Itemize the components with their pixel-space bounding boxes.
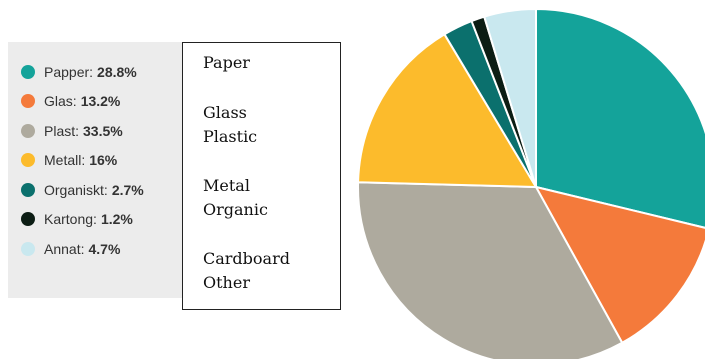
legend-label: Organiskt: — [44, 181, 108, 198]
translation-cardboard: Cardboard — [203, 249, 290, 268]
translation-paper: Paper — [203, 53, 250, 72]
legend-label: Annat: — [44, 240, 85, 257]
translation-metal: Metal — [203, 176, 250, 195]
legend-label: Glas: — [44, 93, 77, 110]
legend-label: Plast: — [44, 122, 80, 139]
legend-label: Metall: — [44, 152, 86, 169]
legend-item-kartong: Kartong: 1.2% — [21, 205, 182, 235]
legend-value: 4.7% — [88, 240, 121, 257]
legend-item-annat: Annat: 4.7% — [21, 234, 182, 264]
legend-swatch — [21, 94, 35, 109]
legend-swatch — [21, 212, 35, 227]
legend-swatch — [21, 64, 35, 79]
legend-label: Kartong: — [44, 211, 97, 228]
legend-list: Papper: 28.8% Glas: 13.2% Plast: 33.5% Metall:… — [8, 42, 182, 264]
pie-slice-plast — [357, 181, 624, 359]
pie-slice-glas — [534, 185, 705, 345]
legend-item-metall: Metall: 16% — [21, 146, 182, 176]
translation-box: Paper Glass Plastic Metal Organic Cardbo… — [182, 42, 341, 310]
legend-value: 13.2% — [80, 93, 121, 110]
legend-item-papper: Papper: 28.8% — [21, 57, 182, 87]
legend-swatch — [21, 153, 35, 168]
legend-swatch — [21, 182, 35, 197]
legend-value: 1.2% — [100, 211, 133, 228]
legend-item-glas: Glas: 13.2% — [21, 87, 182, 117]
translation-organic: Organic — [203, 200, 268, 219]
pie-slice-metall — [357, 32, 538, 189]
pie-chart — [357, 7, 705, 359]
pie-slice-papper — [535, 7, 705, 229]
legend-label: Papper: — [44, 63, 94, 80]
legend-item-organiskt: Organiskt: 2.7% — [21, 175, 182, 205]
translation-other: Other — [203, 273, 250, 292]
translation-plastic: Plastic — [203, 127, 258, 146]
legend-item-plast: Plast: 33.5% — [21, 116, 182, 146]
legend-value: 33.5% — [83, 122, 123, 139]
translation-glass: Glass — [203, 103, 247, 122]
legend-value: 28.8% — [97, 63, 137, 80]
legend-value: 16% — [89, 152, 118, 169]
legend-value: 2.7% — [111, 181, 144, 198]
pie-slice-annat — [482, 7, 537, 188]
legend-swatch — [21, 123, 35, 138]
legend: Papper: 28.8% Glas: 13.2% Plast: 33.5% Metall:… — [8, 42, 182, 298]
legend-swatch — [21, 241, 35, 256]
